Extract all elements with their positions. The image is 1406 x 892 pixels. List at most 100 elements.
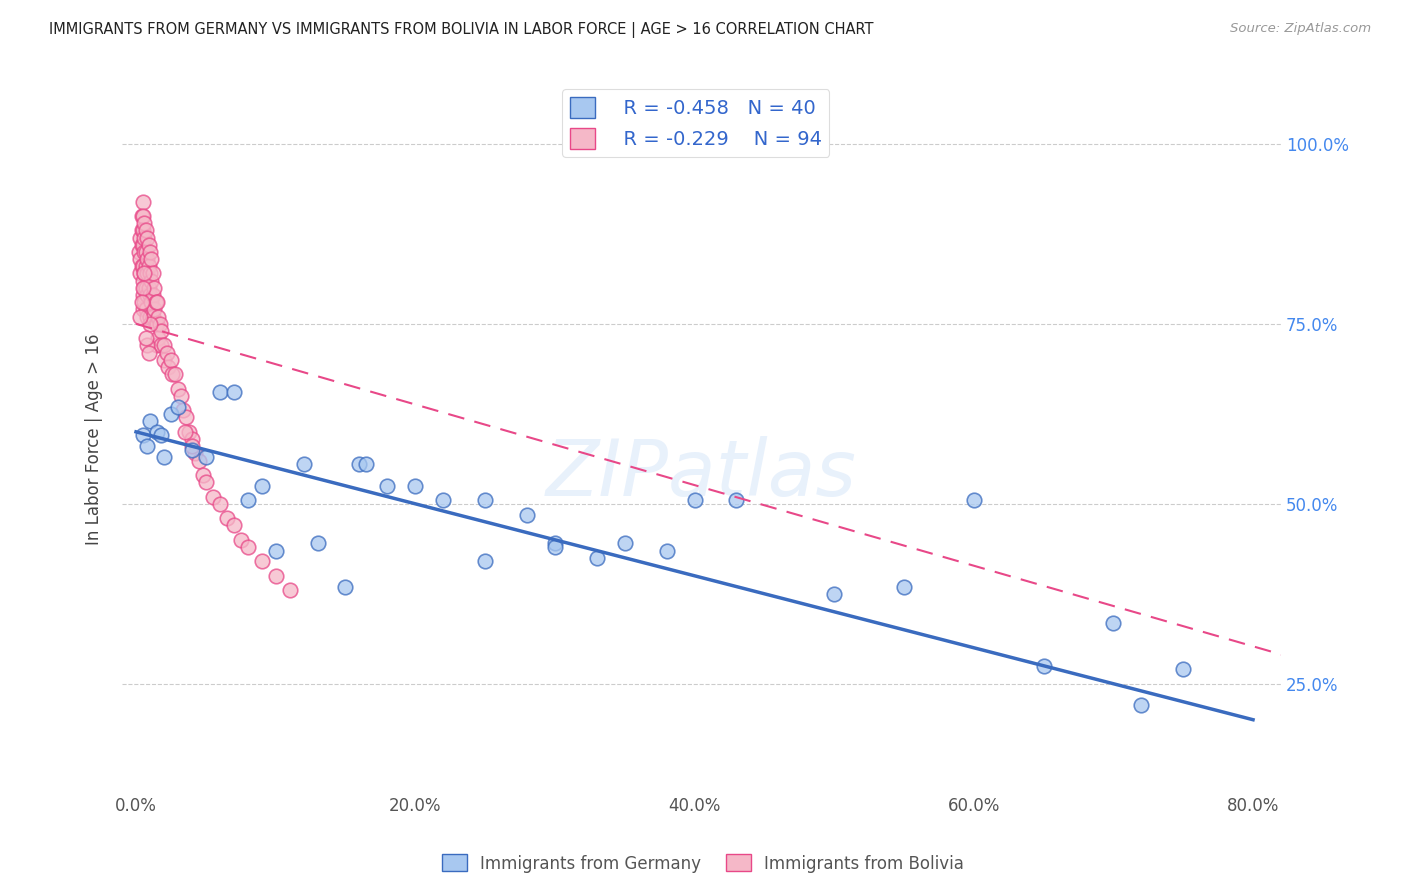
- Point: [129, 310, 152, 324]
- Point: [236, 540, 259, 554]
- Point: [585, 550, 607, 565]
- Point: [173, 403, 195, 417]
- Point: [143, 281, 166, 295]
- Point: [138, 237, 160, 252]
- Point: [135, 331, 157, 345]
- Point: [132, 223, 155, 237]
- Text: Source: ZipAtlas.com: Source: ZipAtlas.com: [1230, 22, 1371, 36]
- Point: [1102, 615, 1125, 630]
- Point: [194, 450, 217, 464]
- Point: [132, 302, 155, 317]
- Point: [893, 580, 915, 594]
- Point: [278, 583, 301, 598]
- Point: [135, 223, 157, 237]
- Point: [136, 230, 159, 244]
- Point: [167, 382, 190, 396]
- Point: [141, 295, 163, 310]
- Point: [146, 425, 169, 439]
- Point: [335, 580, 357, 594]
- Point: [129, 230, 152, 244]
- Y-axis label: In Labor Force | Age > 16: In Labor Force | Age > 16: [86, 334, 103, 545]
- Point: [187, 453, 209, 467]
- Point: [160, 407, 183, 421]
- Point: [132, 237, 155, 252]
- Point: [149, 317, 172, 331]
- Point: [173, 425, 195, 439]
- Point: [132, 274, 155, 288]
- Point: [134, 281, 156, 295]
- Point: [136, 310, 159, 324]
- Point: [134, 267, 156, 281]
- Point: [146, 317, 169, 331]
- Point: [134, 295, 156, 310]
- Legend: Immigrants from Germany, Immigrants from Bolivia: Immigrants from Germany, Immigrants from…: [434, 847, 972, 880]
- Point: [136, 267, 159, 281]
- Point: [404, 479, 426, 493]
- Point: [134, 216, 156, 230]
- Point: [153, 352, 176, 367]
- Point: [222, 518, 245, 533]
- Point: [180, 432, 202, 446]
- Point: [356, 457, 378, 471]
- Point: [136, 338, 159, 352]
- Point: [516, 508, 538, 522]
- Text: IMMIGRANTS FROM GERMANY VS IMMIGRANTS FROM BOLIVIA IN LABOR FORCE | AGE > 16 COR: IMMIGRANTS FROM GERMANY VS IMMIGRANTS FR…: [49, 22, 873, 38]
- Point: [613, 536, 636, 550]
- Point: [208, 385, 231, 400]
- Point: [129, 267, 152, 281]
- Point: [135, 260, 157, 274]
- Point: [222, 385, 245, 400]
- Point: [148, 310, 170, 324]
- Point: [432, 493, 454, 508]
- Point: [229, 533, 252, 547]
- Point: [156, 345, 179, 359]
- Point: [823, 587, 845, 601]
- Point: [131, 223, 153, 237]
- Point: [132, 281, 155, 295]
- Point: [134, 244, 156, 259]
- Point: [145, 295, 167, 310]
- Point: [134, 230, 156, 244]
- Point: [132, 209, 155, 223]
- Point: [138, 345, 160, 359]
- Point: [201, 490, 224, 504]
- Point: [132, 428, 155, 442]
- Point: [145, 317, 167, 331]
- Point: [141, 252, 163, 266]
- Point: [129, 252, 152, 266]
- Point: [150, 324, 173, 338]
- Point: [132, 260, 155, 274]
- Point: [131, 295, 153, 310]
- Point: [142, 310, 165, 324]
- Text: ZIPatlas: ZIPatlas: [546, 436, 856, 512]
- Point: [544, 536, 567, 550]
- Point: [146, 295, 169, 310]
- Point: [139, 414, 162, 428]
- Point: [128, 244, 150, 259]
- Point: [131, 237, 153, 252]
- Point: [150, 338, 173, 352]
- Point: [139, 310, 162, 324]
- Point: [474, 554, 496, 568]
- Point: [165, 368, 187, 382]
- Point: [180, 442, 202, 457]
- Point: [150, 428, 173, 442]
- Point: [139, 317, 162, 331]
- Point: [146, 338, 169, 352]
- Point: [153, 338, 176, 352]
- Point: [148, 331, 170, 345]
- Point: [139, 267, 162, 281]
- Point: [135, 281, 157, 295]
- Point: [135, 302, 157, 317]
- Point: [136, 439, 159, 453]
- Point: [139, 288, 162, 302]
- Point: [474, 493, 496, 508]
- Point: [1032, 658, 1054, 673]
- Point: [131, 209, 153, 223]
- Point: [153, 450, 176, 464]
- Point: [725, 493, 748, 508]
- Point: [142, 267, 165, 281]
- Point: [131, 260, 153, 274]
- Point: [135, 244, 157, 259]
- Point: [132, 288, 155, 302]
